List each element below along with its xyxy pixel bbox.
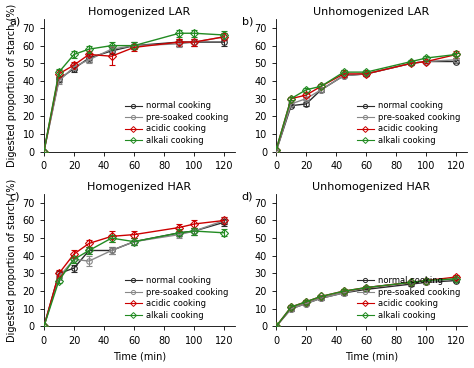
Title: Homogenized HAR: Homogenized HAR (87, 182, 191, 192)
Text: c): c) (9, 191, 20, 201)
Y-axis label: Digested proportion of starch (%): Digested proportion of starch (%) (7, 4, 17, 167)
Text: d): d) (242, 191, 253, 201)
X-axis label: Time (min): Time (min) (345, 351, 398, 361)
X-axis label: Time (min): Time (min) (113, 351, 166, 361)
Title: Homogenized LAR: Homogenized LAR (88, 7, 191, 17)
Legend: normal cooking, pre-soaked cooking, acidic cooking, alkali cooking: normal cooking, pre-soaked cooking, acid… (122, 274, 231, 322)
Title: Unhomogenized HAR: Unhomogenized HAR (312, 182, 430, 192)
Text: a): a) (9, 17, 21, 26)
Legend: normal cooking, pre-soaked cooking, acidic cooking, alkali cooking: normal cooking, pre-soaked cooking, acid… (122, 99, 231, 148)
Text: b): b) (242, 17, 253, 26)
Legend: normal cooking, pre-soaked cooking, acidic cooking, alkali cooking: normal cooking, pre-soaked cooking, acid… (355, 274, 463, 322)
Title: Unhomogenized LAR: Unhomogenized LAR (313, 7, 429, 17)
Y-axis label: Digested proportion of starch (%): Digested proportion of starch (%) (7, 178, 17, 342)
Legend: normal cooking, pre-soaked cooking, acidic cooking, alkali cooking: normal cooking, pre-soaked cooking, acid… (355, 99, 463, 148)
